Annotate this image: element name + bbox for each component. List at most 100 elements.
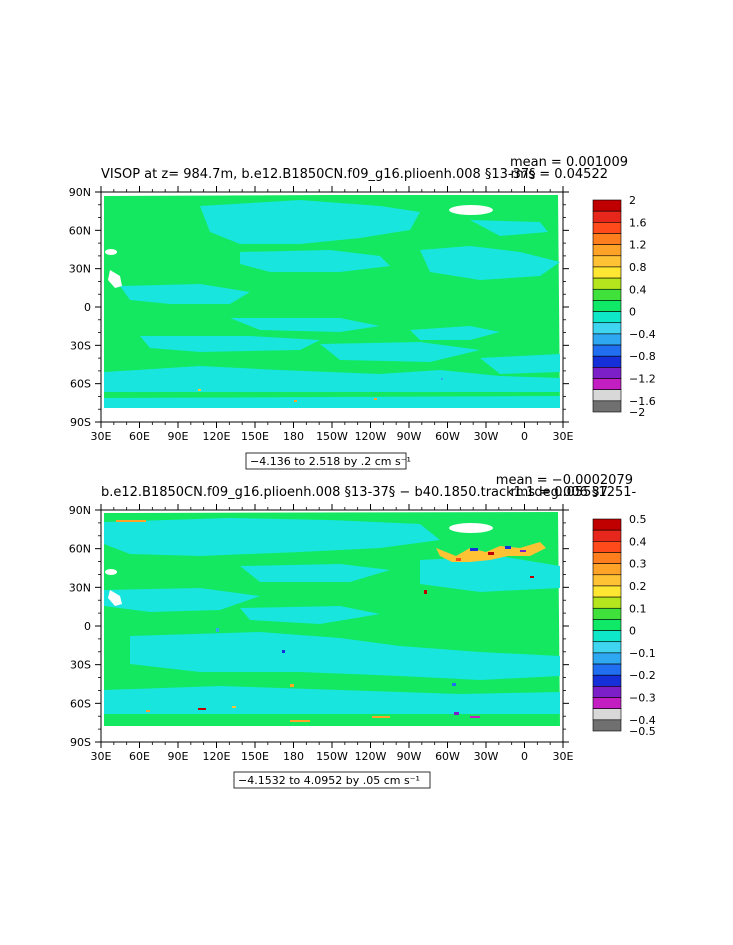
panel-2-negative-anomaly <box>104 518 560 714</box>
panel-2-land-mask <box>108 590 122 606</box>
colorbar-label: −0.5 <box>629 725 656 738</box>
colorbar-label: 0 <box>629 625 636 638</box>
y-tick-label: 60N <box>69 543 91 556</box>
colorbar-swatch <box>592 630 622 643</box>
x-tick-label: 180 <box>283 750 304 763</box>
y-tick-label: 0 <box>84 620 91 633</box>
colorbar-swatch <box>592 674 622 687</box>
colorbar-label: 0.2 <box>629 580 647 593</box>
x-tick-label: 30E <box>91 430 112 443</box>
panel-1-range-label: −4.136 to 2.518 by .2 cm s⁻¹ <box>250 455 411 468</box>
colorbar-swatch <box>592 652 622 665</box>
y-tick-label: 30N <box>69 263 91 276</box>
y-tick-label: 30N <box>69 581 91 594</box>
colorbar-swatch <box>592 233 622 245</box>
colorbar-label: −2 <box>629 406 645 419</box>
panel-2-mean: mean = −0.0002079 <box>496 473 633 488</box>
colorbar-label: 0 <box>629 306 636 319</box>
y-tick-label: 30S <box>70 339 91 352</box>
colorbar-swatch <box>592 344 622 357</box>
colorbar-swatch <box>592 389 622 402</box>
x-tick-label: 60E <box>129 750 150 763</box>
colorbar-swatch <box>592 277 622 290</box>
colorbar-label: 0.4 <box>629 535 647 548</box>
colorbar-label: 2 <box>629 194 636 207</box>
colorbar-swatch <box>592 708 622 721</box>
panel-1-range-box <box>245 452 407 470</box>
panel-1-map: 30E 60E 90E 120E 150E 180 150W 120W 90W 60W 30W 0 30… <box>69 186 574 443</box>
colorbar-label: −0.1 <box>629 647 656 660</box>
colorbar-swatch <box>592 563 622 576</box>
panel-2-speckles <box>116 520 546 722</box>
x-tick-label: 120E <box>203 430 231 443</box>
panel-1-land-mask <box>108 270 122 288</box>
y-tick-label: 90N <box>69 504 91 517</box>
x-tick-label: 90W <box>397 430 422 443</box>
colorbar-label: −0.4 <box>629 328 656 341</box>
x-tick-label: 90E <box>168 750 189 763</box>
panel-1-ticks: 30E 60E 90E 120E 150E 180 150W 120W 90W 60W 30W 0 30… <box>69 186 574 443</box>
panel-1: VISOP at z= 984.7m, b.e12.B1850CN.f09_g1… <box>69 155 656 470</box>
colorbar-swatch <box>592 355 622 368</box>
x-tick-label: 0 <box>521 430 528 443</box>
panel-2-range-box <box>233 771 431 789</box>
colorbar-swatch <box>592 686 622 698</box>
colorbar-swatch <box>592 663 622 676</box>
y-tick-label: 60S <box>70 697 91 710</box>
x-tick-label: 150W <box>316 750 348 763</box>
panel-1-title: VISOP at z= 984.7m, b.e12.B1850CN.f09_g1… <box>101 167 536 182</box>
colorbar-swatch <box>592 574 622 587</box>
y-tick-label: 0 <box>84 301 91 314</box>
x-tick-label: 30E <box>91 750 112 763</box>
colorbar-label: −0.4 <box>629 714 656 727</box>
panel-2-map: 30E 60E 90E 120E 150E 180 150W 120W 90W 60W 30W 0 30… <box>69 504 574 763</box>
colorbar-label: −1.2 <box>629 373 656 386</box>
colorbar-swatch <box>592 529 622 542</box>
colorbar-swatch <box>592 300 622 312</box>
x-tick-label: 60E <box>129 430 150 443</box>
x-tick-label: 120W <box>355 430 387 443</box>
colorbar-swatch <box>592 311 622 324</box>
colorbar-swatch <box>592 719 622 732</box>
x-tick-label: 30W <box>474 750 499 763</box>
colorbar-label: −0.3 <box>629 692 656 705</box>
colorbar-swatch <box>592 333 622 346</box>
y-tick-label: 90S <box>70 416 91 429</box>
y-tick-label: 90S <box>70 736 91 749</box>
panel-1-negative-anomaly <box>104 200 560 408</box>
panel-2-rms: rms = 0.05537 <box>511 485 608 500</box>
x-tick-label: 60W <box>435 750 460 763</box>
panel-2-colorbar: 0.5 0.4 0.3 0.2 0.1 0 −0.1 −0.2 −0.3 −0.4−0.5 <box>592 513 656 738</box>
colorbar-swatch <box>592 697 622 709</box>
colorbar-swatch <box>592 266 622 279</box>
panel-2-range-label: −4.1532 to 4.0952 by .05 cm s⁻¹ <box>238 774 420 787</box>
colorbar-swatch <box>592 400 622 413</box>
colorbar-swatch <box>592 541 622 553</box>
x-tick-label: 90E <box>168 430 189 443</box>
colorbar-swatch <box>592 585 622 598</box>
y-tick-label: 90N <box>69 186 91 199</box>
panel-2-land-mask <box>105 569 117 575</box>
x-tick-label: 60W <box>435 430 460 443</box>
panel-2-title: b.e12.B1850CN.f09_g16.plioenh.008 §13-37… <box>101 485 637 500</box>
panel-2-antarctica-mask <box>101 726 563 742</box>
y-tick-label: 60S <box>70 378 91 391</box>
colorbar-swatch <box>592 199 622 212</box>
colorbar-label: 0.8 <box>629 261 647 274</box>
x-tick-label: 30W <box>474 430 499 443</box>
colorbar-swatch <box>592 367 622 379</box>
panel-1-arctic-mask <box>101 192 563 195</box>
x-tick-label: 0 <box>521 750 528 763</box>
y-tick-label: 30S <box>70 659 91 672</box>
colorbar-swatch <box>592 378 622 390</box>
colorbar-swatch <box>592 255 622 268</box>
colorbar-label: −0.2 <box>629 669 656 682</box>
colorbar-swatch <box>592 619 622 631</box>
colorbar-label: −1.6 <box>629 395 656 408</box>
colorbar-label: 1.2 <box>629 239 647 252</box>
x-tick-label: 30E <box>553 430 574 443</box>
colorbar-label: 1.6 <box>629 216 647 229</box>
colorbar-swatch <box>592 288 622 301</box>
panel-1-antarctica-mask <box>101 408 563 422</box>
